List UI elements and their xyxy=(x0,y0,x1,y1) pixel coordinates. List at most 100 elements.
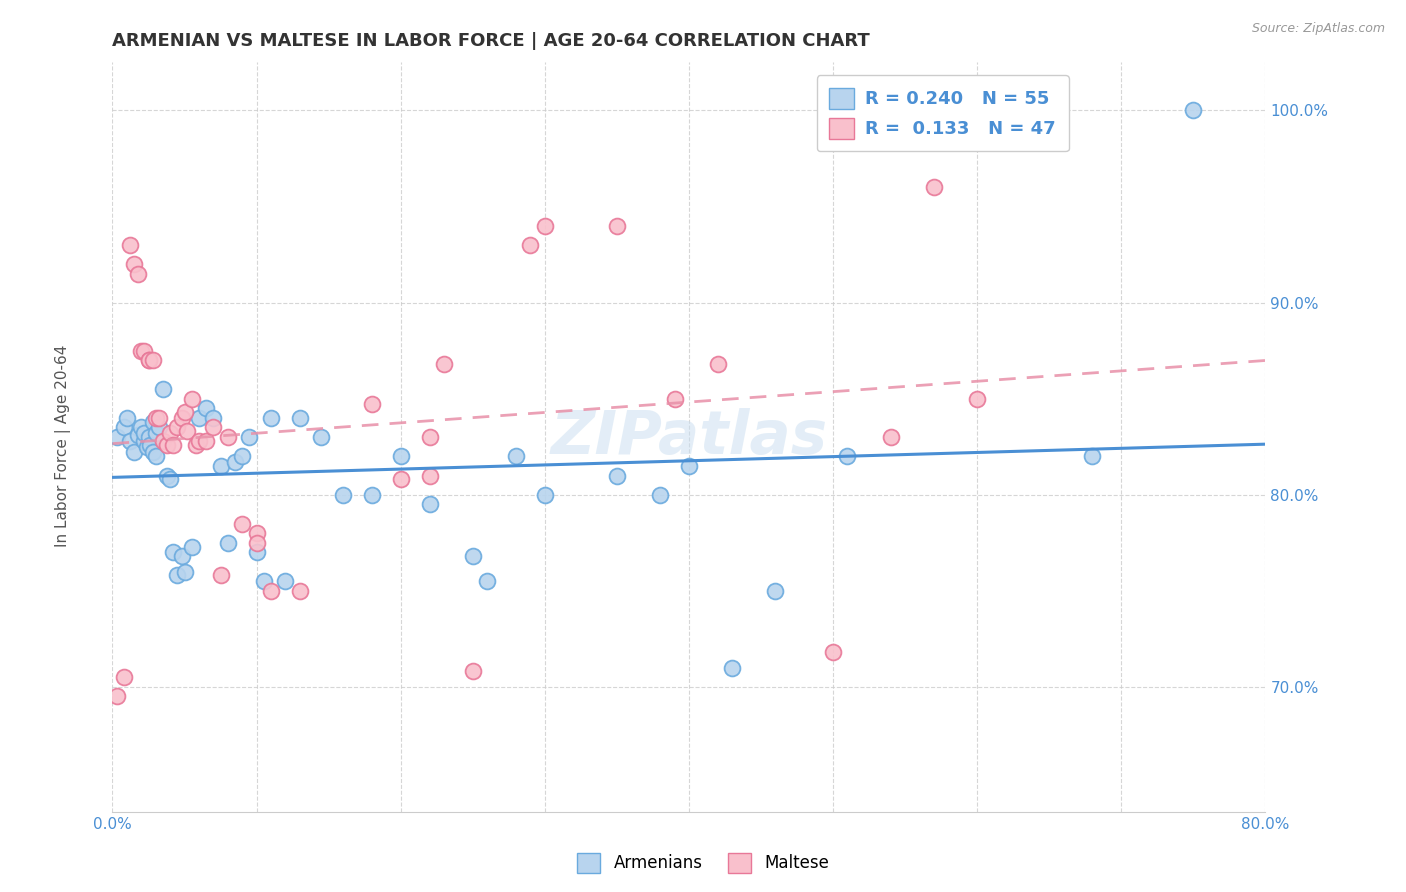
Point xyxy=(184,438,207,452)
Point xyxy=(461,665,484,679)
Point xyxy=(209,458,232,473)
Point xyxy=(112,420,135,434)
Point xyxy=(260,583,283,598)
Point xyxy=(176,425,198,439)
Point xyxy=(311,430,333,444)
Point xyxy=(142,445,165,459)
Point xyxy=(156,468,179,483)
Point xyxy=(202,420,225,434)
Point xyxy=(180,540,202,554)
Point xyxy=(606,468,628,483)
Point xyxy=(534,219,557,233)
Point xyxy=(152,382,174,396)
Point xyxy=(231,450,253,464)
Point xyxy=(419,468,441,483)
Point xyxy=(519,238,541,252)
Text: ARMENIAN VS MALTESE IN LABOR FORCE | AGE 20-64 CORRELATION CHART: ARMENIAN VS MALTESE IN LABOR FORCE | AGE… xyxy=(112,32,870,50)
Point xyxy=(188,410,211,425)
Point xyxy=(419,497,441,511)
Point xyxy=(173,405,195,419)
Point xyxy=(217,535,239,549)
Point xyxy=(145,410,167,425)
Point xyxy=(461,549,484,564)
Point xyxy=(145,426,167,441)
Text: In Labor Force | Age 20-64: In Labor Force | Age 20-64 xyxy=(55,345,72,547)
Point xyxy=(534,488,557,502)
Point xyxy=(115,410,138,425)
Point xyxy=(159,472,181,486)
Text: ZIPatlas: ZIPatlas xyxy=(550,408,828,467)
Point xyxy=(217,430,239,444)
Point xyxy=(188,434,211,448)
Point xyxy=(231,516,253,531)
Point xyxy=(288,410,311,425)
Point xyxy=(166,568,188,582)
Point xyxy=(821,645,844,659)
Point xyxy=(112,670,135,684)
Point xyxy=(274,574,297,589)
Point xyxy=(650,488,672,502)
Point xyxy=(145,450,167,464)
Point xyxy=(105,690,128,704)
Point xyxy=(880,430,903,444)
Text: Source: ZipAtlas.com: Source: ZipAtlas.com xyxy=(1251,22,1385,36)
Point xyxy=(138,353,160,368)
Point xyxy=(180,392,202,406)
Point xyxy=(475,574,499,589)
Legend: R = 0.240   N = 55, R =  0.133   N = 47: R = 0.240 N = 55, R = 0.133 N = 47 xyxy=(817,75,1069,152)
Point xyxy=(966,392,988,406)
Point xyxy=(260,410,283,425)
Point xyxy=(105,430,128,444)
Point xyxy=(138,430,160,444)
Point xyxy=(142,353,165,368)
Point xyxy=(122,445,145,459)
Point xyxy=(118,434,141,448)
Point xyxy=(134,343,156,358)
Point xyxy=(606,219,628,233)
Point xyxy=(1182,103,1205,118)
Point xyxy=(159,426,181,441)
Point xyxy=(129,420,153,434)
Point xyxy=(148,410,170,425)
Point xyxy=(253,574,276,589)
Point xyxy=(332,488,354,502)
Point xyxy=(664,392,686,406)
Point xyxy=(202,410,225,425)
Point xyxy=(139,438,162,452)
Point xyxy=(127,428,149,442)
Point xyxy=(136,440,159,454)
Point xyxy=(837,450,859,464)
Point xyxy=(195,434,218,448)
Point xyxy=(389,450,412,464)
Point xyxy=(922,180,945,194)
Point xyxy=(162,545,184,559)
Point xyxy=(707,357,730,371)
Point xyxy=(127,267,149,281)
Point xyxy=(162,438,184,452)
Point xyxy=(721,660,744,674)
Point xyxy=(142,415,165,429)
Point xyxy=(129,343,153,358)
Point xyxy=(678,458,700,473)
Point xyxy=(765,583,787,598)
Point xyxy=(148,420,170,434)
Point xyxy=(224,455,246,469)
Legend: Armenians, Maltese: Armenians, Maltese xyxy=(571,847,835,880)
Point xyxy=(246,545,269,559)
Point xyxy=(209,568,232,582)
Point xyxy=(152,434,174,448)
Point xyxy=(138,353,160,368)
Point xyxy=(246,535,269,549)
Point xyxy=(360,488,382,502)
Point xyxy=(238,430,260,444)
Point xyxy=(156,438,179,452)
Point xyxy=(118,238,141,252)
Point xyxy=(433,357,456,371)
Point xyxy=(134,434,156,448)
Point xyxy=(122,257,145,271)
Point xyxy=(288,583,311,598)
Point xyxy=(1081,450,1104,464)
Point xyxy=(134,426,156,441)
Point xyxy=(173,565,195,579)
Point xyxy=(166,420,188,434)
